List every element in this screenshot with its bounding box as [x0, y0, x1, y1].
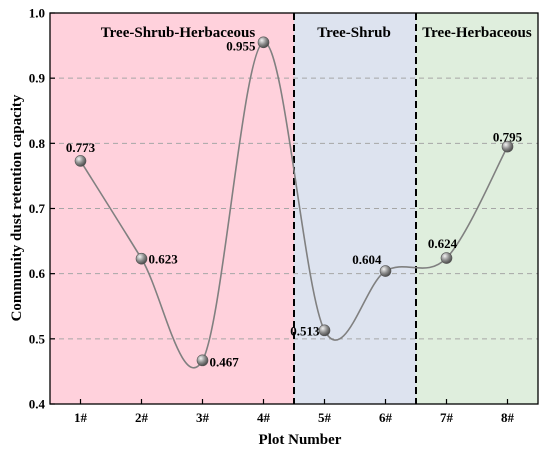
data-label-1#: 0.773: [66, 140, 96, 155]
data-point-6#: [379, 265, 392, 277]
data-point-7#: [440, 252, 453, 264]
data-label-6#: 0.604: [352, 252, 382, 267]
y-tick-label: 0.6: [29, 266, 46, 281]
y-tick-label: 0.4: [29, 397, 46, 412]
y-tick-label: 0.9: [29, 71, 46, 86]
x-tick-label: 3#: [196, 410, 210, 425]
y-tick-label: 1.0: [29, 6, 45, 21]
data-point-5#: [318, 324, 331, 337]
data-label-2#: 0.623: [149, 252, 179, 267]
y-axis-title: Community dust retention capacity: [9, 94, 25, 321]
data-point-3#: [196, 354, 209, 367]
data-point-8#: [501, 140, 514, 153]
data-point-2#: [135, 252, 148, 265]
boundary-layer: [293, 13, 417, 404]
y-tick-label: 0.8: [29, 136, 46, 151]
label-layer: Tree-Shrub-Herbaceous Tree-Shrub Tree-Herb…: [66, 25, 532, 369]
y-tick-label: 0.5: [29, 331, 46, 346]
data-label-8#: 0.795: [493, 130, 523, 145]
y-tick-label: 0.7: [29, 201, 46, 216]
x-axis-title: Plot Number: [259, 432, 342, 448]
data-point-1#: [74, 155, 87, 167]
x-tick-label: 4#: [257, 410, 271, 425]
data-label-3#: 0.467: [210, 354, 240, 369]
marker-layer: [74, 36, 514, 367]
x-tick-label: 8#: [501, 410, 515, 425]
data-point-4#: [257, 36, 270, 49]
x-tick-label: 7#: [440, 410, 454, 425]
grid-layer: [50, 77, 538, 340]
region-2-label: Tree-Shrub: [317, 25, 391, 41]
region-1-label: Tree-Shrub-Herbaceous: [101, 25, 256, 41]
x-tick-label: 2#: [135, 410, 149, 425]
data-label-4#: 0.955: [226, 38, 256, 53]
region-3-label: Tree-Herbaceous: [422, 25, 532, 41]
x-tick-label: 5#: [318, 410, 332, 425]
data-label-7#: 0.624: [428, 236, 458, 251]
x-tick-label: 1#: [74, 410, 88, 425]
axis-layer: 0.4 0.5 0.6 0.7 0.8 0.9 1.0 1# 2# 3# 4# 5# 6# 7# 8#: [29, 6, 539, 425]
line-layer: [79, 41, 509, 369]
series-line: [79, 41, 509, 369]
data-label-5#: 0.513: [290, 323, 320, 338]
x-tick-label: 6#: [379, 410, 393, 425]
